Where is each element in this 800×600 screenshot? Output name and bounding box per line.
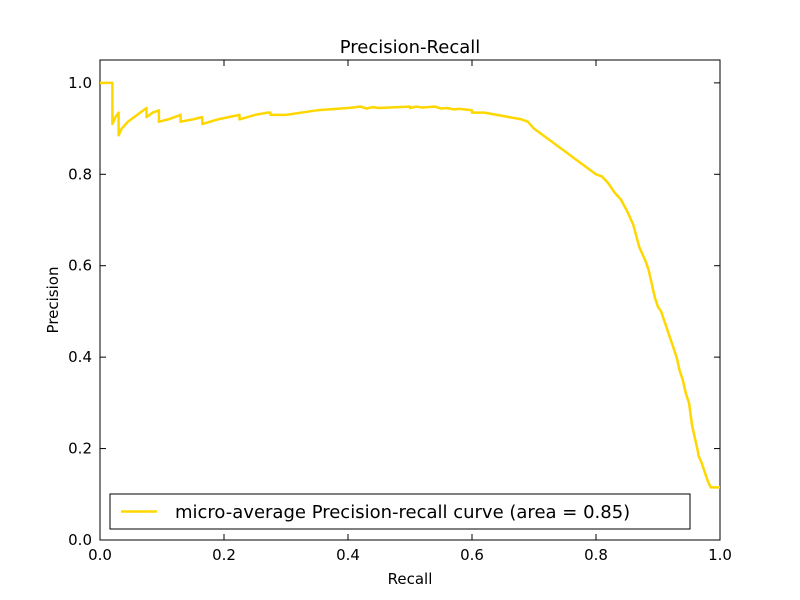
legend: micro-average Precision-recall curve (ar… [109,493,691,530]
y-tick-label: 0.2 [68,440,92,458]
x-tick-label: 0.0 [88,546,112,564]
y-tick-label: 1.0 [68,74,92,92]
pr-curve-line [100,81,720,489]
y-axis-label: Precision [44,267,62,334]
tick-labels: 0.0 0.2 0.4 0.6 0.8 1.0 0.0 0.2 0.4 0.6 0.8 1.0 [68,74,732,564]
x-tick-label: 0.2 [212,546,236,564]
y-tick-label: 0.0 [68,531,92,549]
legend-box [109,493,691,530]
x-axis-label: Recall [388,570,433,588]
y-tick-label: 0.6 [68,257,92,275]
y-tick-label: 0.8 [68,165,92,183]
x-tick-label: 0.8 [584,546,608,564]
x-tick-label: 0.4 [336,546,360,564]
x-tick-label: 1.0 [708,546,732,564]
y-tick-label: 0.4 [68,348,92,366]
chart-title: Precision-Recall [340,37,481,58]
legend-label: micro-average Precision-recall curve (ar… [175,502,630,523]
plot-area [99,59,721,541]
x-tick-label: 0.6 [460,546,484,564]
